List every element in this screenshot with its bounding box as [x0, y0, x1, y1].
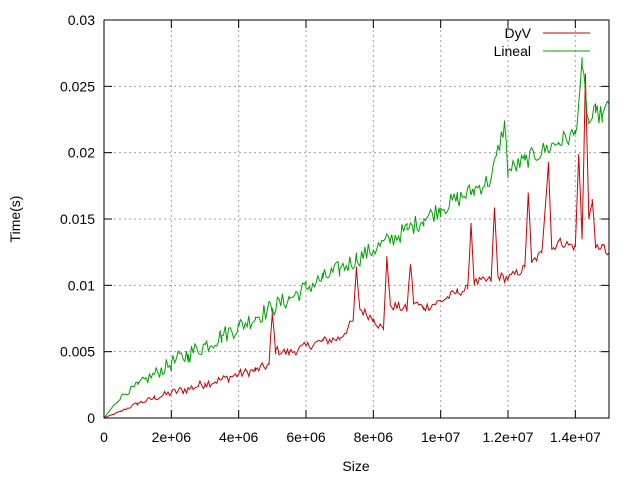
y-axis-label: Time(s) [7, 196, 23, 243]
x-axis-label: Size [342, 458, 369, 474]
x-tick-label: 1.4e+07 [550, 429, 601, 445]
x-tick-label: 2e+06 [152, 429, 192, 445]
y-tick-label: 0.01 [68, 277, 95, 293]
x-tick-label: 4e+06 [219, 429, 259, 445]
grid [104, 20, 609, 418]
x-tick-label: 6e+06 [286, 429, 326, 445]
legend-label: Lineal [494, 43, 531, 59]
y-tick-label: 0.015 [60, 211, 95, 227]
series-line-dyv [103, 73, 610, 419]
y-tick-label: 0.025 [60, 78, 95, 94]
y-tick-label: 0.005 [60, 344, 95, 360]
x-tick-label: 1.2e+07 [483, 429, 534, 445]
y-tick-label: 0 [87, 410, 95, 426]
y-tick-label: 0.02 [68, 145, 95, 161]
series-layer [103, 57, 610, 419]
ticks: 0 0.005 0.01 0.015 0.02 0.025 0.03 0 2e+06 4e+06 6… [60, 12, 609, 445]
legend-label: DyV [505, 25, 532, 41]
legend: DyV Lineal [494, 25, 590, 59]
x-tick-label: 8e+06 [354, 429, 394, 445]
x-tick-label: 1e+07 [421, 429, 461, 445]
x-tick-label: 0 [100, 429, 108, 445]
y-tick-label: 0.03 [68, 12, 95, 28]
series-line-lineal [103, 57, 610, 419]
